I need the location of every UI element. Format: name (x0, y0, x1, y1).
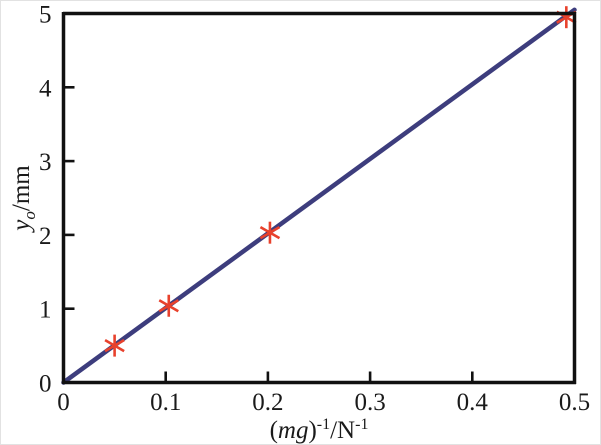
series-measured-points (104, 6, 577, 357)
axes-frame (61, 11, 577, 385)
y-axis-ticks (64, 86, 75, 311)
trend-line (61, 7, 577, 385)
y-tick-label: 3 (39, 149, 52, 176)
y-tick-label: 0 (39, 371, 52, 398)
data-point-marker (104, 334, 125, 357)
x-tick-label: 0.5 (559, 389, 590, 416)
x-tick-label: 0.3 (354, 389, 385, 416)
y-tick-label: 4 (39, 75, 52, 102)
y-axis-title: yo/mm (8, 165, 39, 234)
x-title-slash: /N (330, 417, 355, 444)
y-title-subscript-o: o (20, 211, 39, 220)
x-title-open-paren: ( (270, 417, 278, 444)
y-tick-label: 2 (39, 223, 52, 250)
x-title-exponent-2: -1 (355, 416, 368, 433)
x-tick-label: 0.2 (252, 389, 283, 416)
x-tick-label: 0.1 (150, 389, 181, 416)
x-tick-label: 0 (57, 389, 70, 416)
data-point-marker (158, 294, 179, 317)
x-title-close-paren: ) (308, 417, 316, 444)
y-tick-label: 1 (39, 297, 52, 324)
y-title-unit: /mm (8, 165, 35, 211)
x-title-exponent-1: -1 (317, 416, 330, 433)
x-axis-ticks (164, 371, 576, 382)
x-axis-title: (mg)-1/N-1 (270, 416, 369, 444)
data-point-marker (259, 221, 281, 244)
y-axis-tick-labels: 0 1 2 3 4 5 (39, 2, 52, 398)
y-title-y: y (8, 219, 35, 234)
y-tick-label: 5 (39, 2, 52, 29)
x-axis-tick-labels: 0 0.1 0.2 0.3 0.4 0.5 (57, 389, 590, 416)
x-title-mg: mg (278, 417, 309, 444)
x-tick-label: 0.4 (457, 389, 489, 416)
series-fit-line (61, 7, 577, 385)
